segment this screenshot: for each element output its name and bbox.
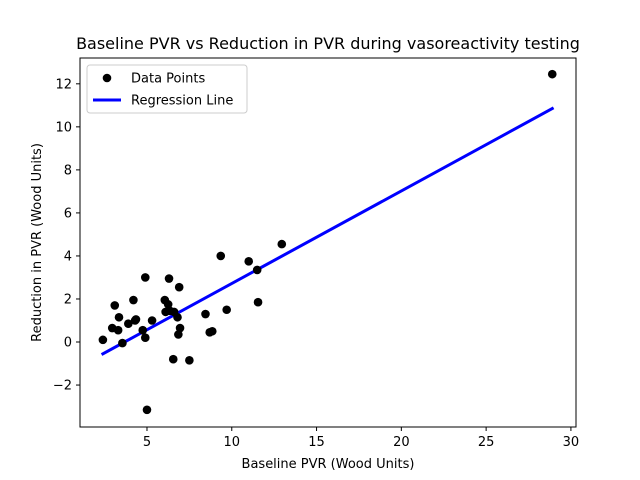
y-tick-label: 8 (64, 163, 72, 178)
y-tick-label: 6 (64, 206, 72, 221)
data-point (547, 69, 557, 79)
data-point (113, 325, 123, 335)
y-tick-label: 12 (55, 77, 72, 92)
data-point (168, 354, 178, 364)
data-point (174, 282, 184, 292)
data-point (118, 338, 127, 348)
data-point (140, 273, 150, 282)
data-point (173, 312, 182, 322)
data-point (124, 319, 133, 329)
y-tick-label: 10 (55, 120, 72, 135)
legend-box (86, 64, 248, 114)
x-tick-label: 25 (478, 435, 495, 450)
data-point (140, 333, 150, 343)
y-tick-label: 4 (64, 249, 72, 264)
data-point (253, 297, 263, 307)
x-tick-label: 20 (393, 435, 410, 450)
x-axis-label: Baseline PVR (Wood Units) (242, 457, 415, 472)
data-point (174, 330, 183, 339)
x-tick-label: 30 (563, 435, 580, 450)
y-tick-label: 0 (64, 336, 72, 351)
data-point (147, 316, 157, 325)
legend-label-data-points: Data Points (131, 72, 205, 87)
x-tick-label: 15 (308, 435, 325, 450)
data-point (114, 312, 124, 322)
data-point (164, 274, 174, 283)
data-point (163, 300, 173, 309)
data-point (110, 301, 120, 310)
data-point (252, 265, 262, 275)
y-tick-label: −2 (53, 379, 72, 394)
data-point (98, 335, 108, 345)
y-tick-label: 2 (64, 292, 72, 307)
data-point (142, 405, 152, 415)
data-point (201, 309, 210, 319)
data-point (222, 305, 231, 315)
data-point (138, 325, 148, 335)
data-point (185, 356, 194, 365)
data-point (129, 295, 138, 305)
data-point (216, 251, 226, 261)
legend-label-regression-line: Regression Line (131, 94, 233, 109)
data-point (131, 315, 141, 324)
regression-line (100, 106, 555, 356)
data-point (175, 323, 185, 333)
y-axis-label: Reduction in PVR (Wood Units) (30, 143, 45, 342)
data-point (244, 257, 254, 266)
data-point (277, 239, 287, 249)
legend-marker-data-points (102, 73, 112, 83)
x-tick-label: 10 (223, 435, 240, 450)
plot-frame (79, 57, 577, 428)
chart-title: Baseline PVR vs Reduction in PVR during … (76, 34, 580, 53)
x-tick-label: 5 (143, 435, 151, 450)
data-point (207, 326, 217, 336)
